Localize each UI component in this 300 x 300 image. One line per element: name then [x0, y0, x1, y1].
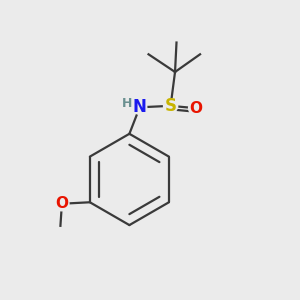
- Ellipse shape: [133, 100, 147, 114]
- Ellipse shape: [55, 197, 69, 211]
- Ellipse shape: [189, 101, 203, 115]
- Text: S: S: [165, 97, 177, 115]
- Text: N: N: [133, 98, 147, 116]
- Text: O: O: [56, 196, 68, 211]
- Text: O: O: [189, 101, 202, 116]
- Ellipse shape: [122, 98, 133, 109]
- Ellipse shape: [164, 99, 178, 113]
- Text: H: H: [122, 97, 133, 110]
